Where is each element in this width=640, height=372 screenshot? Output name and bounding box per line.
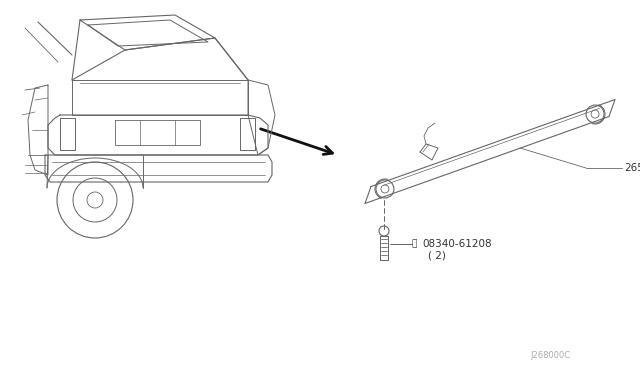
Text: 08340-61208: 08340-61208	[422, 239, 492, 249]
Text: 26570MA: 26570MA	[624, 163, 640, 173]
Text: Ⓢ: Ⓢ	[412, 240, 417, 248]
Text: J268000C: J268000C	[530, 350, 570, 359]
Text: ( 2): ( 2)	[428, 251, 446, 261]
FancyArrowPatch shape	[260, 129, 332, 154]
